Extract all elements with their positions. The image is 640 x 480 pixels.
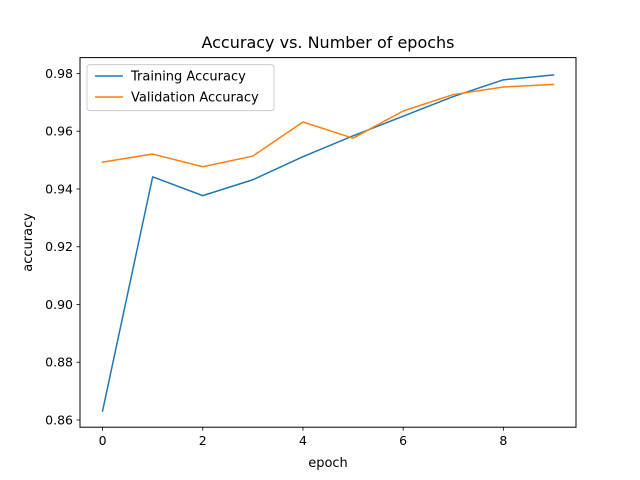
legend: Training Accuracy Validation Accuracy xyxy=(86,64,275,112)
training-accuracy-line xyxy=(101,74,555,412)
legend-box xyxy=(86,64,275,112)
y-tick-label: 0.96 xyxy=(45,124,73,139)
x-axis-label: epoch xyxy=(308,456,348,471)
plot-frame xyxy=(79,57,577,428)
y-axis-label: accuracy xyxy=(21,213,36,272)
x-axis: 0 2 4 6 8 xyxy=(99,427,507,448)
y-tick-label: 0.92 xyxy=(45,239,73,254)
x-tick-label: 6 xyxy=(399,433,407,448)
y-tick-label: 0.98 xyxy=(45,66,73,81)
x-tick-label: 4 xyxy=(299,433,307,448)
x-tick-label: 2 xyxy=(199,433,207,448)
y-tick-label: 0.86 xyxy=(45,412,73,427)
series-lines xyxy=(101,74,555,412)
y-tick-label: 0.90 xyxy=(45,297,73,312)
y-tick-label: 0.88 xyxy=(45,355,73,370)
y-tick-label: 0.94 xyxy=(45,181,73,196)
x-tick-label: 0 xyxy=(99,433,107,448)
chart-title: Accuracy vs. Number of epochs xyxy=(201,33,454,52)
y-axis: 0.86 0.88 0.90 0.92 0.94 0.96 0.98 xyxy=(45,66,80,427)
x-tick-label: 8 xyxy=(499,433,507,448)
legend-label-validation: Validation Accuracy xyxy=(131,91,259,106)
validation-accuracy-line xyxy=(101,83,555,168)
legend-label-training: Training Accuracy xyxy=(130,70,246,85)
